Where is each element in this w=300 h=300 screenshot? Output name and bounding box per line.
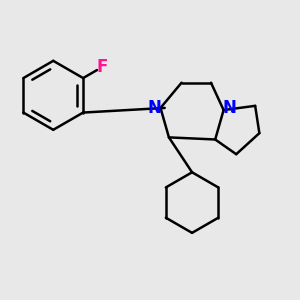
Text: N: N (148, 99, 162, 117)
Text: N: N (222, 99, 236, 117)
Text: F: F (96, 58, 108, 76)
